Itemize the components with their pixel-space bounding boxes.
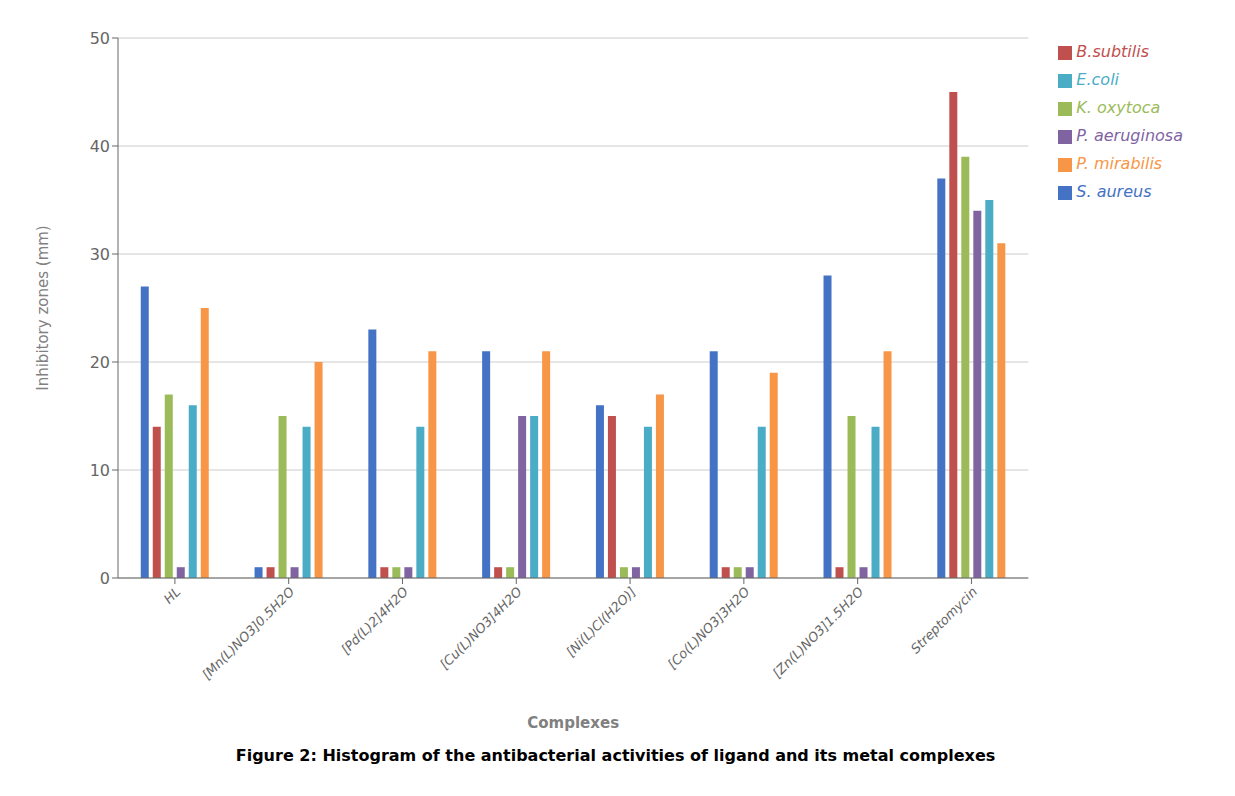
html-text:K. oxytoca: K. oxytoca	[1076, 98, 1161, 117]
svg-text:Streptomycin: Streptomycin	[908, 584, 980, 656]
html-text:Figure 2: Histogram of the ant: Figure 2: Histogram of the antibacterial…	[235, 746, 996, 765]
svg-text:Inhibitory zones (mm): Inhibitory zones (mm)	[34, 225, 52, 390]
svg-text:[Pd(L)2]4H2O: [Pd(L)2]4H2O	[338, 584, 411, 657]
svg-text:20: 20	[90, 353, 110, 372]
svg-text:30: 30	[90, 245, 110, 264]
html-text:P. aeruginosa: P. aeruginosa	[1076, 126, 1183, 145]
html-text:S. aureus: S. aureus	[1076, 182, 1152, 201]
svg-text:[Zn(L)NO3]1.5H2O: [Zn(L)NO3]1.5H2O	[770, 584, 867, 681]
svg-text:[Mn(L)NO3]0.5H2O: [Mn(L)NO3]0.5H2O	[199, 584, 297, 682]
svg-text:0: 0	[100, 569, 110, 588]
svg-text:50: 50	[90, 29, 110, 48]
svg-text:Complexes: Complexes	[527, 714, 619, 732]
svg-text:40: 40	[90, 137, 110, 156]
svg-text:[Ni(L)Cl(H2O)]: [Ni(L)Cl(H2O)]	[563, 584, 639, 660]
html-text:E.coli: E.coli	[1076, 70, 1119, 89]
svg-text:10: 10	[90, 461, 110, 480]
html-text:B.subtilis: B.subtilis	[1076, 42, 1149, 61]
html-text:P. mirabilis: P. mirabilis	[1076, 154, 1163, 173]
svg-text:[Co(L)NO3]3H2O: [Co(L)NO3]3H2O	[665, 584, 753, 672]
svg-text:HL: HL	[161, 584, 184, 607]
svg-text:[Cu(L)NO3]4H2O: [Cu(L)NO3]4H2O	[437, 584, 525, 672]
